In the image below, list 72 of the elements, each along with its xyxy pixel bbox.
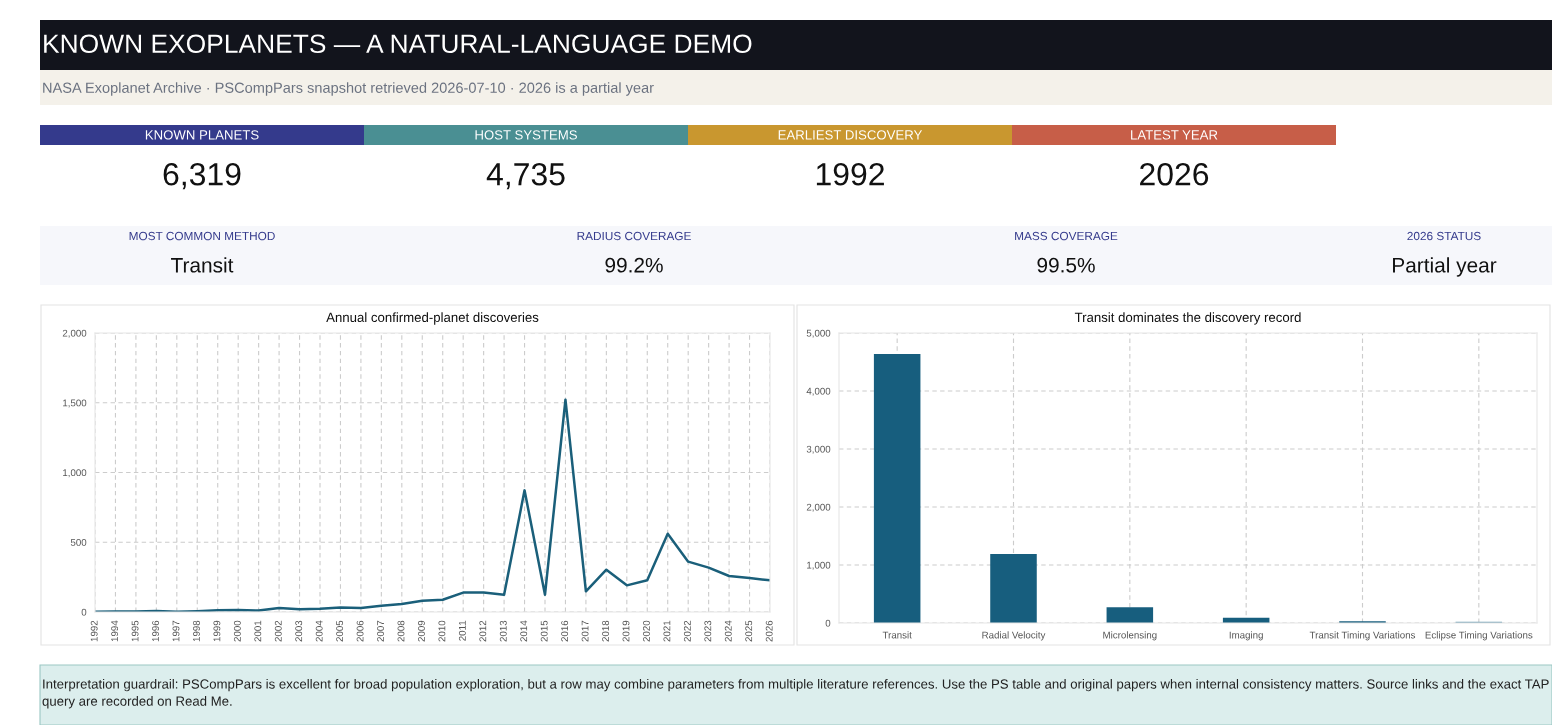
x-tick-label: 2012 bbox=[479, 620, 487, 642]
text: 2026 STATUS bbox=[1407, 231, 1481, 241]
text: KNOWN EXOPLANETS — A NATURAL-LANGUAGE DEMO bbox=[44, 34, 752, 54]
x-tick-label: 2017 bbox=[581, 620, 589, 642]
text: Transit bbox=[171, 257, 234, 273]
y-tick-label: 3,000 bbox=[806, 445, 831, 454]
x-tick-label: 2004 bbox=[315, 620, 323, 642]
text: Interpretation guardrail: PSCompPars is excellent for broad population exploration, but a row may combine parameters from multiple literature references. Use the PS table and original papers when internal consistency matters. Source links and the exact TAP query are recorded on Read Me. bbox=[42, 679, 1549, 709]
x-tick-label: 2022 bbox=[683, 620, 691, 642]
text: HOST SYSTEMS bbox=[475, 130, 577, 140]
y-tick-label: 4,000 bbox=[806, 387, 831, 396]
x-tick-label: 2010 bbox=[438, 620, 446, 642]
x-tick-label: 1999 bbox=[213, 620, 221, 642]
x-tick-label: Transit Timing Variations bbox=[1309, 631, 1416, 641]
x-tick-label: 2008 bbox=[397, 620, 405, 642]
x-tick-label: 2025 bbox=[745, 620, 753, 642]
x-tick-label: 2018 bbox=[602, 620, 609, 642]
x-tick-label: 2011 bbox=[458, 620, 466, 641]
text: LATEST YEAR bbox=[1131, 130, 1218, 140]
y-tick-label: 0 bbox=[825, 619, 831, 627]
y-tick-label: 5,000 bbox=[806, 329, 831, 338]
text: 6,319 bbox=[163, 162, 241, 190]
y-tick-label: 1,500 bbox=[63, 399, 87, 408]
x-tick-label: 1995 bbox=[131, 620, 139, 642]
x-tick-label: 2006 bbox=[356, 620, 364, 642]
text: 99.5% bbox=[1037, 257, 1095, 273]
chart-title: Annual confirmed-planet discoveries bbox=[326, 312, 539, 325]
x-tick-label: Eclipse Timing Variations bbox=[1425, 631, 1533, 641]
y-tick-label: 1,000 bbox=[63, 469, 87, 478]
x-tick-label: 1992 bbox=[90, 620, 98, 642]
x-tick-label: 2001 bbox=[254, 620, 262, 642]
text: 99.2% bbox=[605, 257, 663, 273]
x-tick-label: 1994 bbox=[111, 620, 119, 642]
text: EARLIEST DISCOVERY bbox=[778, 130, 923, 140]
text: 1992 bbox=[816, 162, 884, 186]
x-tick-label: 1996 bbox=[152, 620, 159, 642]
y-tick-label: 1,000 bbox=[807, 561, 831, 570]
x-tick-label: 2026 bbox=[765, 620, 773, 642]
x-tick-label: 2013 bbox=[499, 620, 507, 642]
x-tick-label: 2009 bbox=[418, 620, 425, 642]
x-tick-label: 1998 bbox=[193, 620, 200, 642]
y-tick-label: 500 bbox=[70, 538, 87, 546]
x-tick-label: Radial Velocity bbox=[982, 631, 1046, 641]
x-tick-label: 2014 bbox=[520, 620, 528, 642]
x-tick-label: 2003 bbox=[295, 620, 303, 642]
x-tick-label: 2015 bbox=[540, 620, 548, 642]
text: NASA Exoplanet Archive · PSCompPars snapshot retrieved 2026-07-10 · 2026 is a partial year bbox=[43, 82, 654, 96]
text: 4,735 bbox=[486, 162, 565, 190]
x-tick-label: Imaging bbox=[1229, 631, 1263, 641]
text: RADIUS COVERAGE bbox=[577, 231, 691, 241]
x-tick-label: Microlensing bbox=[1103, 631, 1157, 641]
y-tick-label: 2,000 bbox=[806, 503, 831, 512]
x-tick-label: 2021 bbox=[663, 620, 671, 642]
y-tick-label: 0 bbox=[81, 608, 87, 616]
text: KNOWN PLANETS bbox=[145, 130, 259, 140]
text: MOST COMMON METHOD bbox=[129, 231, 275, 241]
text: Partial year bbox=[1393, 257, 1497, 277]
y-tick-label: 2,000 bbox=[62, 329, 87, 338]
x-tick-label: 2023 bbox=[704, 620, 712, 642]
x-tick-label: Transit bbox=[882, 631, 912, 639]
x-tick-label: 2020 bbox=[643, 620, 650, 642]
x-tick-label: 2024 bbox=[724, 620, 732, 642]
x-tick-label: 2005 bbox=[336, 620, 344, 642]
text: 2026 bbox=[1140, 162, 1209, 186]
x-tick-label: 1997 bbox=[172, 620, 180, 642]
text: MASS COVERAGE bbox=[1015, 231, 1118, 241]
x-tick-label: 2007 bbox=[377, 620, 384, 642]
chart-title: Transit dominates the discovery record bbox=[1074, 312, 1301, 325]
x-tick-label: 2002 bbox=[274, 620, 282, 642]
x-tick-label: 2019 bbox=[622, 620, 630, 642]
x-tick-label: 2000 bbox=[233, 620, 241, 642]
x-tick-label: 2016 bbox=[561, 620, 569, 642]
